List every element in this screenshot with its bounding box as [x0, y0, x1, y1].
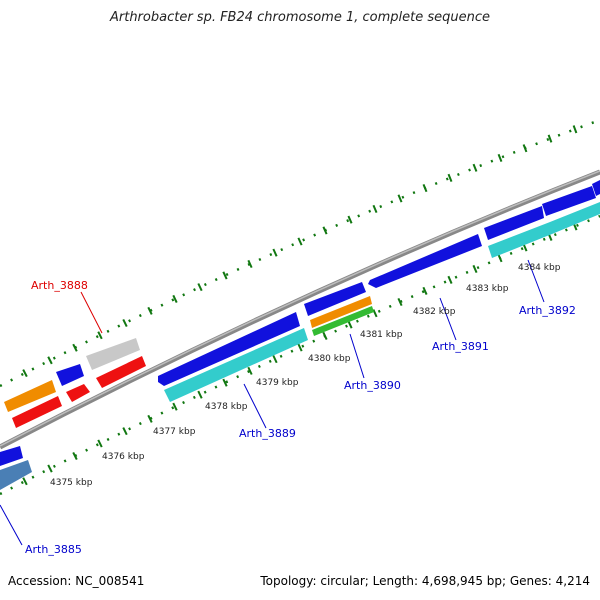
scale-tick — [572, 125, 578, 134]
scale-tick — [122, 427, 128, 436]
scale-tick — [72, 451, 78, 460]
scale-tick — [22, 369, 28, 378]
scale-tick — [472, 264, 478, 274]
scale-tick — [247, 259, 253, 269]
gene-arrow[interactable] — [368, 234, 482, 288]
scale-tick — [397, 194, 403, 203]
genome-summary: Topology: circular; Length: 4,698,945 bp… — [260, 574, 590, 588]
scale-label: 4378 kbp — [205, 402, 248, 412]
scale-tick — [397, 297, 403, 307]
scale-tick — [172, 402, 178, 411]
gene-arrow-arth-3888[interactable] — [96, 356, 146, 388]
scale-tick — [147, 306, 153, 315]
gene-arrow[interactable] — [304, 282, 366, 316]
scale-label: 4381 kbp — [360, 330, 403, 340]
scale-tick — [422, 286, 428, 295]
map-title: Arthrobacter sp. FB24 chromosome 1, comp… — [109, 10, 491, 25]
scale-label: 4383 kbp — [466, 284, 509, 294]
gene-arrow-arth-3889[interactable] — [164, 328, 308, 402]
scale-label: 4375 kbp — [50, 478, 93, 488]
scale-tick — [147, 414, 153, 423]
scale-tick — [372, 309, 378, 318]
scale-tick — [297, 343, 303, 352]
scale-tick — [122, 318, 128, 328]
scale-tick — [547, 134, 553, 143]
scale-label: 4379 kbp — [256, 378, 299, 388]
scale-tick — [197, 283, 203, 292]
gene-arrow[interactable] — [592, 180, 600, 196]
scale-tick — [447, 173, 453, 182]
chromosome-backbone — [0, 169, 600, 450]
gene-arrow-red[interactable] — [66, 384, 90, 402]
gene-arrow-arth-3892[interactable] — [488, 202, 600, 258]
gene-arrow-arth-3889-partner[interactable] — [158, 312, 300, 386]
scale-tick — [222, 271, 228, 280]
scale-tick — [422, 184, 428, 193]
scale-tick — [372, 204, 378, 214]
scale-label: 4382 kbp — [413, 307, 456, 317]
scale-tick — [97, 439, 103, 448]
gene-arrow-orange[interactable] — [310, 296, 372, 328]
scale-tick — [522, 144, 528, 153]
scale-label: 4377 kbp — [153, 427, 196, 437]
gene-arrow[interactable] — [542, 186, 596, 216]
outer-major-ticks — [22, 125, 578, 378]
gene-arrow-arth-3885[interactable] — [0, 460, 32, 490]
gene-arrow[interactable] — [484, 206, 544, 240]
scale-tick — [72, 343, 78, 352]
scale-tick — [472, 163, 478, 172]
scale-tick — [47, 356, 53, 365]
scale-label: 4384 kbp — [518, 263, 561, 273]
scale-tick — [272, 355, 278, 364]
arth-3888-cluster — [4, 338, 146, 428]
gene-arrow-orange[interactable] — [4, 380, 56, 412]
scale-tick — [297, 237, 303, 246]
gene-label[interactable]: Arth_3891 — [432, 340, 489, 353]
scale-label: 4376 kbp — [102, 452, 145, 462]
scale-label: 4380 kbp — [308, 354, 351, 364]
gene-arrow-arth-3890[interactable] — [312, 306, 374, 336]
gene-arrow-gray[interactable] — [86, 338, 140, 370]
accession-label: Accession: NC_008541 — [8, 574, 145, 588]
cyan-features — [164, 202, 600, 402]
gene-label[interactable]: Arth_3890 — [344, 379, 401, 392]
forward-genes — [0, 180, 600, 466]
scale-tick — [22, 477, 28, 486]
gene-arrow-red[interactable] — [12, 396, 62, 428]
scale-labels: 4375 kbp 4376 kbp 4377 kbp 4378 kbp 4379… — [50, 263, 561, 488]
scale-tick — [222, 378, 228, 387]
scale-tick — [497, 254, 503, 263]
scale-tick — [322, 226, 328, 235]
scale-tick — [97, 331, 103, 340]
gene-label[interactable]: Arth_3889 — [239, 427, 296, 440]
scale-tick — [247, 366, 253, 375]
scale-tick — [272, 248, 278, 257]
gene-arrow[interactable] — [0, 446, 23, 466]
gene-labels: Arth_3885 Arth_3888 Arth_3889 Arth_3890 … — [25, 279, 576, 556]
scale-tick — [322, 331, 328, 341]
scale-tick — [172, 294, 178, 303]
gene-label[interactable]: Arth_3885 — [25, 543, 82, 556]
scale-tick — [197, 390, 203, 399]
scale-tick — [47, 464, 53, 473]
scale-tick — [347, 215, 353, 224]
gene-label[interactable]: Arth_3892 — [519, 304, 576, 317]
gene-arrow[interactable] — [56, 364, 84, 386]
scale-tick — [447, 275, 453, 284]
gene-leader-lines — [0, 259, 545, 546]
scale-tick — [497, 153, 503, 163]
scale-tick — [347, 320, 353, 329]
gene-label[interactable]: Arth_3888 — [31, 279, 88, 292]
